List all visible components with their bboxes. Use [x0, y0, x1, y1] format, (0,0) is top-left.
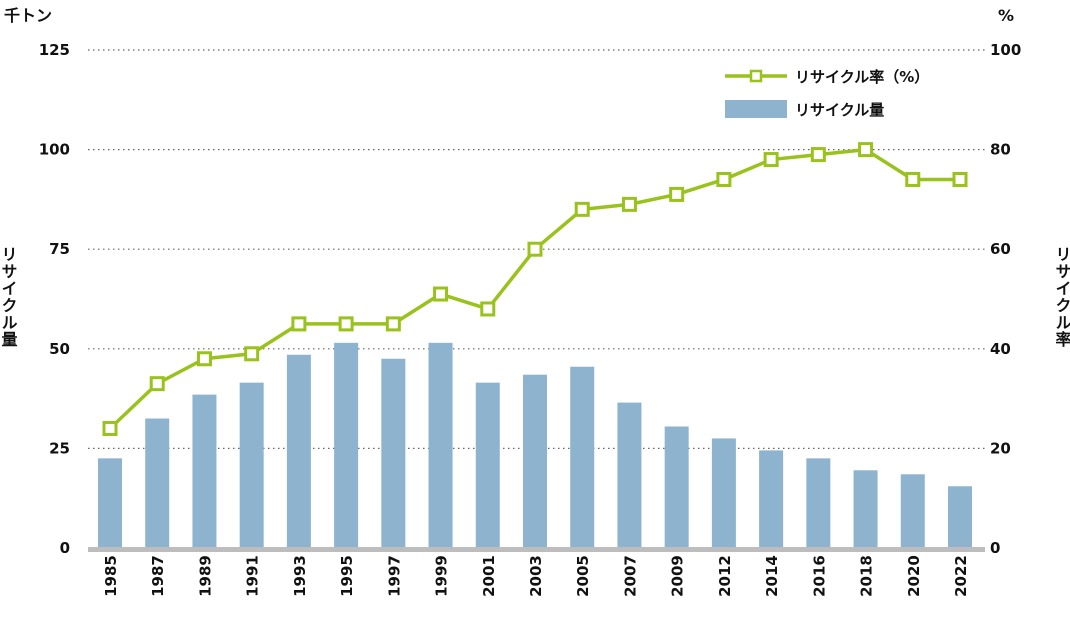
x-tick-label: 2003: [527, 555, 545, 597]
bar-series: [98, 342, 972, 548]
bar: [900, 474, 925, 548]
right-tick-label: 100: [990, 41, 1021, 59]
right-tick-label: 80: [990, 141, 1011, 159]
x-axis-ticks: 1985 1987 1989 1991 1993 1995 1997 1999 2001 2003…: [102, 555, 970, 597]
left-tick-label: 75: [49, 240, 70, 258]
line-point: [669, 186, 685, 202]
left-tick-label: 50: [49, 340, 70, 358]
right-tick-label: 40: [990, 340, 1011, 358]
bar: [475, 382, 500, 548]
bar: [617, 402, 642, 548]
line-point: [952, 171, 968, 187]
left-tick-label: 100: [39, 141, 70, 159]
bar: [239, 382, 264, 548]
right-axis-ticks: 0 20 40 60 80 100: [990, 41, 1021, 557]
right-axis-label: リサイクル率: [1053, 246, 1070, 348]
left-axis-label: リサイクル量: [0, 246, 18, 348]
bar: [948, 486, 972, 548]
left-tick-label: 25: [49, 439, 70, 457]
line-point: [433, 286, 449, 302]
bar: [428, 342, 453, 548]
x-tick-label: 2005: [574, 555, 592, 597]
x-tick-label: 2020: [905, 555, 923, 597]
bar: [381, 358, 406, 548]
bar: [98, 458, 122, 548]
line-point: [574, 201, 590, 217]
x-tick-label: 1995: [338, 555, 356, 597]
line-point: [196, 351, 212, 367]
x-tick-label: 2014: [763, 555, 781, 597]
line-point: [102, 420, 118, 436]
x-tick-label: 1999: [433, 555, 451, 597]
bar: [806, 458, 831, 548]
line-point: [858, 142, 874, 158]
line-point: [291, 316, 307, 332]
bar: [759, 450, 784, 548]
x-tick-label: 1989: [196, 555, 214, 597]
bar: [286, 354, 311, 548]
bar: [334, 342, 359, 548]
x-tick-label: 1993: [291, 555, 309, 597]
x-tick-label: 1985: [102, 555, 120, 597]
right-tick-label: 60: [990, 240, 1011, 258]
line-point: [716, 171, 732, 187]
left-tick-label: 125: [39, 41, 70, 59]
line-point: [621, 196, 637, 212]
legend-bar-label: リサイクル量: [795, 101, 884, 119]
x-tick-label: 2018: [858, 555, 876, 597]
x-tick-label: 2007: [621, 555, 639, 597]
line-point: [763, 152, 779, 168]
x-tick-label: 2016: [810, 555, 828, 597]
x-tick-label: 2009: [669, 555, 687, 597]
x-tick-label: 1991: [244, 555, 262, 597]
x-tick-label: 2012: [716, 555, 734, 597]
x-tick-label: 2022: [952, 555, 970, 597]
bar: [192, 394, 217, 548]
line-point: [480, 301, 496, 317]
line-series: [102, 142, 968, 436]
right-tick-label: 20: [990, 439, 1011, 457]
legend-line-marker: [749, 69, 763, 83]
bar: [711, 438, 736, 548]
legend-line-label: リサイクル率（%）: [795, 68, 929, 86]
legend-bar-swatch: [725, 100, 787, 118]
bar: [145, 418, 170, 548]
x-tick-label: 1987: [149, 555, 167, 597]
x-axis-baseline: [88, 547, 985, 552]
right-axis-unit: %: [998, 6, 1014, 25]
x-tick-label: 1997: [385, 555, 403, 597]
left-tick-label: 0: [60, 539, 70, 557]
bar: [523, 374, 547, 548]
line-point: [385, 316, 401, 332]
left-axis-unit: 千トン: [4, 6, 52, 25]
line-point: [810, 147, 826, 163]
x-tick-label: 2001: [480, 555, 498, 597]
left-axis-ticks: 0 25 50 75 100 125: [39, 41, 70, 557]
bar: [570, 366, 595, 548]
bar: [853, 470, 878, 548]
legend: リサイクル率（%） リサイクル量: [725, 68, 929, 119]
line-point: [244, 346, 260, 362]
line-point: [527, 241, 543, 257]
line-point: [338, 316, 354, 332]
line-point: [905, 171, 921, 187]
right-tick-label: 0: [990, 539, 1000, 557]
line-point: [149, 376, 165, 392]
bar: [664, 426, 689, 548]
